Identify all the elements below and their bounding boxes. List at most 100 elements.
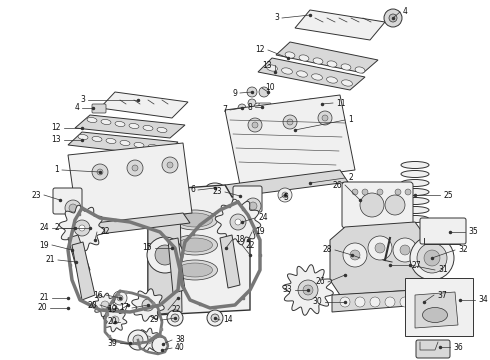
Circle shape xyxy=(283,115,297,129)
Circle shape xyxy=(282,192,288,198)
Text: 39: 39 xyxy=(107,338,117,347)
Polygon shape xyxy=(258,58,365,90)
Ellipse shape xyxy=(313,58,323,64)
Text: 13: 13 xyxy=(262,60,272,69)
Circle shape xyxy=(79,225,85,231)
Ellipse shape xyxy=(422,307,447,323)
Ellipse shape xyxy=(87,117,97,122)
Text: 29: 29 xyxy=(149,315,159,324)
Ellipse shape xyxy=(177,238,213,252)
Polygon shape xyxy=(68,213,190,237)
Circle shape xyxy=(111,316,119,324)
Circle shape xyxy=(155,245,175,265)
Circle shape xyxy=(167,162,173,168)
Ellipse shape xyxy=(267,65,277,71)
Circle shape xyxy=(248,118,262,132)
Text: 11: 11 xyxy=(336,99,345,108)
Circle shape xyxy=(167,310,183,326)
Circle shape xyxy=(171,314,179,322)
Text: 20: 20 xyxy=(37,303,47,312)
Circle shape xyxy=(400,297,410,307)
Circle shape xyxy=(377,189,383,195)
Polygon shape xyxy=(93,293,117,317)
Text: 24: 24 xyxy=(258,213,268,222)
Text: 9: 9 xyxy=(232,89,237,98)
Circle shape xyxy=(74,220,90,236)
Ellipse shape xyxy=(401,198,429,204)
Text: 19: 19 xyxy=(255,228,265,237)
Ellipse shape xyxy=(282,68,293,74)
Polygon shape xyxy=(136,328,160,352)
Text: 12: 12 xyxy=(51,123,61,132)
Polygon shape xyxy=(276,42,378,73)
Circle shape xyxy=(238,104,246,112)
Text: 20: 20 xyxy=(107,318,117,327)
Ellipse shape xyxy=(401,180,429,186)
Text: 3: 3 xyxy=(80,95,85,104)
Circle shape xyxy=(405,189,411,195)
Circle shape xyxy=(343,243,367,267)
Circle shape xyxy=(368,236,392,260)
Ellipse shape xyxy=(134,143,144,148)
Circle shape xyxy=(346,249,358,261)
Text: 31: 31 xyxy=(438,266,448,274)
Text: 26: 26 xyxy=(316,278,325,287)
Polygon shape xyxy=(148,188,182,315)
Text: 23: 23 xyxy=(31,190,41,199)
Text: 22: 22 xyxy=(100,228,109,237)
Text: 12: 12 xyxy=(255,45,265,54)
Text: 36: 36 xyxy=(453,342,463,351)
Ellipse shape xyxy=(401,216,429,222)
Text: 2: 2 xyxy=(54,224,59,233)
Text: 19: 19 xyxy=(39,240,49,249)
Circle shape xyxy=(97,169,103,175)
Text: 30: 30 xyxy=(312,297,322,306)
Ellipse shape xyxy=(401,189,429,195)
Circle shape xyxy=(230,214,246,230)
Text: 35: 35 xyxy=(468,228,478,237)
Circle shape xyxy=(113,291,127,305)
Circle shape xyxy=(400,245,410,255)
Polygon shape xyxy=(72,242,95,300)
Circle shape xyxy=(352,189,358,195)
Polygon shape xyxy=(283,265,333,315)
Text: 34: 34 xyxy=(478,296,488,305)
Circle shape xyxy=(370,297,380,307)
Text: 21: 21 xyxy=(40,293,49,302)
Circle shape xyxy=(385,297,395,307)
Text: 24: 24 xyxy=(39,224,49,233)
Ellipse shape xyxy=(177,213,213,227)
Circle shape xyxy=(298,280,318,300)
Circle shape xyxy=(211,314,219,322)
Circle shape xyxy=(362,189,368,195)
Ellipse shape xyxy=(326,77,338,83)
Polygon shape xyxy=(103,308,127,332)
Ellipse shape xyxy=(299,55,309,61)
Circle shape xyxy=(252,122,258,128)
Circle shape xyxy=(247,87,257,97)
Text: 10: 10 xyxy=(265,84,274,93)
Text: 28: 28 xyxy=(322,246,332,255)
Ellipse shape xyxy=(172,235,218,255)
FancyBboxPatch shape xyxy=(233,186,262,212)
Ellipse shape xyxy=(312,74,322,80)
Circle shape xyxy=(248,99,256,107)
Circle shape xyxy=(424,250,440,266)
Circle shape xyxy=(410,236,454,280)
Text: 32: 32 xyxy=(458,246,467,255)
Circle shape xyxy=(372,202,408,238)
Text: 13: 13 xyxy=(51,135,61,144)
Circle shape xyxy=(360,193,384,217)
Circle shape xyxy=(92,164,108,180)
Polygon shape xyxy=(295,10,385,40)
FancyBboxPatch shape xyxy=(413,288,435,322)
Circle shape xyxy=(144,336,152,344)
Ellipse shape xyxy=(296,71,307,77)
Circle shape xyxy=(101,301,109,309)
Text: 5: 5 xyxy=(283,194,288,202)
Circle shape xyxy=(132,165,138,171)
Polygon shape xyxy=(59,205,105,251)
FancyBboxPatch shape xyxy=(259,103,271,110)
Circle shape xyxy=(128,330,148,350)
Circle shape xyxy=(303,285,313,295)
